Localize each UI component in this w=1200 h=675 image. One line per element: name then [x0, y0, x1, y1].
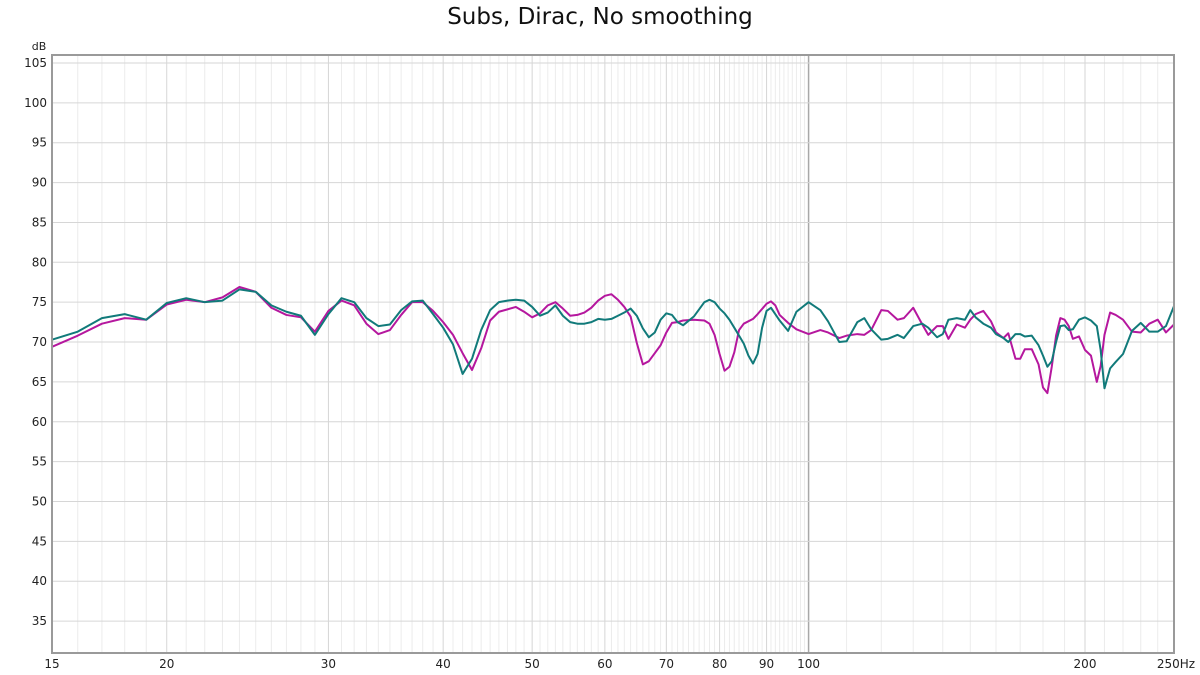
x-tick-label: 20 — [159, 657, 174, 671]
y-tick-label: 105 — [24, 56, 47, 70]
x-tick-label: 80 — [712, 657, 727, 671]
y-tick-labels: 35 40 45 50 55 60 65 70 75 80 85 90 95 100 105 — [24, 56, 47, 628]
x-tick-label: 200 — [1074, 657, 1097, 671]
plot-border — [51, 54, 1175, 654]
y-tick-label: 100 — [24, 96, 47, 110]
x-tick-label: 15 — [44, 657, 59, 671]
series-line-2 — [51, 288, 1175, 390]
x-tick-labels: 15 20 30 40 50 60 70 80 90 100 200 250Hz — [44, 657, 1195, 671]
grid — [51, 55, 1175, 653]
y-tick-label: 90 — [32, 176, 47, 190]
y-tick-label: 55 — [32, 455, 47, 469]
x-tick-label: 70 — [659, 657, 674, 671]
y-tick-label: 45 — [32, 534, 47, 548]
y-tick-label: 35 — [32, 614, 47, 628]
x-tick-label: 90 — [759, 657, 774, 671]
chart-title: Subs, Dirac, No smoothing — [447, 4, 753, 30]
plot-frame — [51, 54, 1175, 654]
x-tick-label: 40 — [436, 657, 451, 671]
y-axis-unit-label: dB — [32, 40, 47, 53]
y-tick-label: 70 — [32, 335, 47, 349]
y-tick-label: 75 — [32, 295, 47, 309]
x-tick-label: 50 — [525, 657, 540, 671]
y-tick-label: 80 — [32, 255, 47, 269]
y-tick-label: 40 — [32, 574, 47, 588]
y-tick-label: 65 — [32, 375, 47, 389]
series-line-1 — [51, 286, 1175, 395]
x-tick-label: 60 — [597, 657, 612, 671]
y-tick-label: 95 — [32, 136, 47, 150]
x-tick-label: 100 — [797, 657, 820, 671]
y-tick-label: 60 — [32, 415, 47, 429]
x-tick-label: 250Hz — [1157, 657, 1195, 671]
y-tick-label: 50 — [32, 495, 47, 509]
y-tick-label: 85 — [32, 215, 47, 229]
x-tick-label: 30 — [321, 657, 336, 671]
series-lines — [51, 286, 1175, 395]
